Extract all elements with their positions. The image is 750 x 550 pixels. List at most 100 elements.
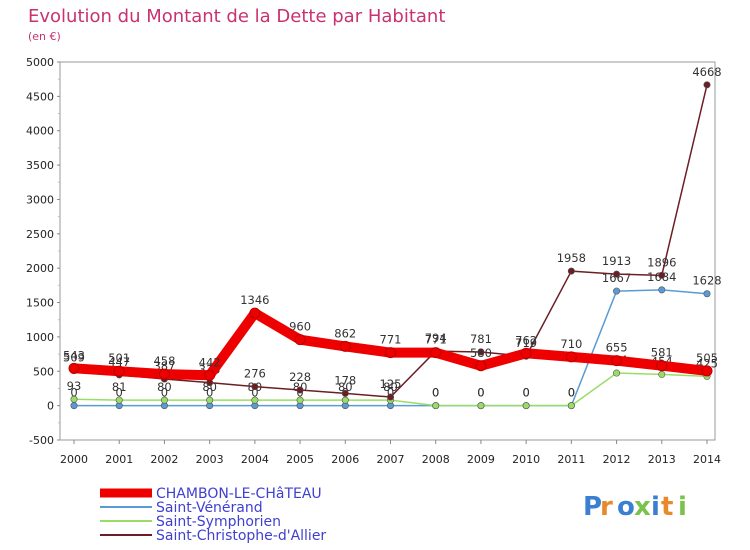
data-label: 93 [67, 379, 82, 393]
data-label: 0 [116, 386, 123, 400]
data-point [386, 393, 394, 401]
x-tick-label: 2001 [105, 453, 133, 466]
data-label: 80 [338, 380, 353, 394]
data-label: 0 [522, 386, 529, 400]
logo-letter: i [678, 492, 687, 522]
data-point [206, 396, 214, 404]
data-point [567, 267, 575, 275]
y-tick-label: -500 [29, 434, 54, 447]
legend-label: Saint-Symphorien [156, 514, 281, 530]
data-point [160, 396, 168, 404]
y-tick-label: 4500 [26, 90, 54, 103]
data-point [68, 362, 80, 374]
data-label: 580 [470, 346, 492, 360]
data-point [113, 365, 125, 377]
data-point [701, 365, 713, 377]
series-group: 0000000000001667168416289381808080808080… [63, 65, 722, 410]
logo-letter: P [583, 492, 602, 522]
x-tick-label: 2004 [241, 453, 269, 466]
data-point [341, 389, 349, 397]
y-tick-label: 2000 [26, 262, 54, 275]
data-label: 0 [432, 386, 439, 400]
data-label: 0 [70, 386, 77, 400]
data-label: 4668 [692, 65, 721, 79]
y-tick-label: 2500 [26, 228, 54, 241]
data-label: 0 [522, 386, 529, 400]
data-label: 771 [380, 333, 402, 347]
data-label: 442 [199, 355, 221, 369]
y-tick-label: 0 [47, 400, 54, 413]
data-label: 710 [560, 337, 582, 351]
data-point [296, 386, 304, 394]
data-point [296, 396, 304, 404]
data-point [430, 347, 442, 359]
x-tick-label: 2005 [286, 453, 314, 466]
x-tick-label: 2007 [377, 453, 405, 466]
legend-label: Saint-Vénérand [156, 500, 263, 516]
y-tick-label: 1500 [26, 297, 54, 310]
data-label: 80 [157, 380, 172, 394]
data-label: 178 [334, 373, 356, 387]
legend-label: Saint-Christophe-d'Allier [156, 528, 326, 544]
data-point [341, 396, 349, 404]
data-label: 0 [432, 386, 439, 400]
x-tick-label: 2006 [331, 453, 359, 466]
data-label: 771 [425, 333, 447, 347]
data-point [251, 383, 259, 391]
data-point [475, 360, 487, 372]
x-tick-label: 2009 [467, 453, 495, 466]
data-label: 276 [244, 367, 266, 381]
data-point [613, 270, 621, 278]
axes: -500 0 500 1000 1500 2000 2500 3000 3500 4000 4500… [26, 56, 721, 466]
data-point [658, 271, 666, 279]
x-tick-label: 2013 [648, 453, 676, 466]
data-point [703, 290, 711, 298]
data-point [703, 81, 711, 89]
data-label: 0 [251, 386, 258, 400]
data-point [158, 368, 170, 380]
logo-letter: i [651, 492, 660, 522]
data-point [613, 369, 621, 377]
data-point [477, 348, 485, 356]
data-point [70, 402, 78, 410]
data-point [477, 402, 485, 410]
x-tick-label: 2011 [557, 453, 585, 466]
data-label: 543 [63, 348, 85, 362]
data-label: 0 [477, 386, 484, 400]
legend-label: CHAMBON-LE-CHâTEAU [156, 486, 322, 502]
data-label: 505 [696, 351, 718, 365]
series-3: 543 501 458 442 1346 960 862 771 771 580 762 710 655… [63, 293, 718, 381]
data-point [611, 355, 623, 367]
data-point [656, 360, 668, 372]
data-label: 0 [477, 386, 484, 400]
chart-title: Evolution du Montant de la Dette par Hab… [28, 6, 445, 27]
data-label: 581 [651, 346, 673, 360]
data-point [522, 402, 530, 410]
data-label: 509 [63, 351, 85, 365]
data-label: 228 [289, 370, 311, 384]
data-label: 655 [606, 341, 628, 355]
data-point [294, 334, 306, 346]
legend: CHAMBON-LE-CHâTEAUSaint-VénérandSaint-Sy… [100, 486, 326, 544]
x-tick-label: 2010 [512, 453, 540, 466]
data-point [251, 396, 259, 404]
data-point [432, 402, 440, 410]
data-label: 80 [383, 380, 398, 394]
data-point [249, 307, 261, 319]
data-point [658, 286, 666, 294]
logo-letter: o [617, 492, 635, 522]
data-label: 862 [334, 326, 356, 340]
x-tick-label: 2003 [196, 453, 224, 466]
y-tick-label: 5000 [26, 56, 54, 69]
data-point [385, 347, 396, 359]
data-label: 794 [425, 331, 447, 345]
data-label: 81 [112, 380, 127, 394]
data-point [565, 351, 577, 363]
data-point [70, 395, 78, 403]
data-label: 0 [387, 386, 394, 400]
data-point [204, 369, 216, 381]
data-label: 0 [161, 386, 168, 400]
data-point [567, 402, 575, 410]
data-label: 719 [515, 336, 537, 350]
